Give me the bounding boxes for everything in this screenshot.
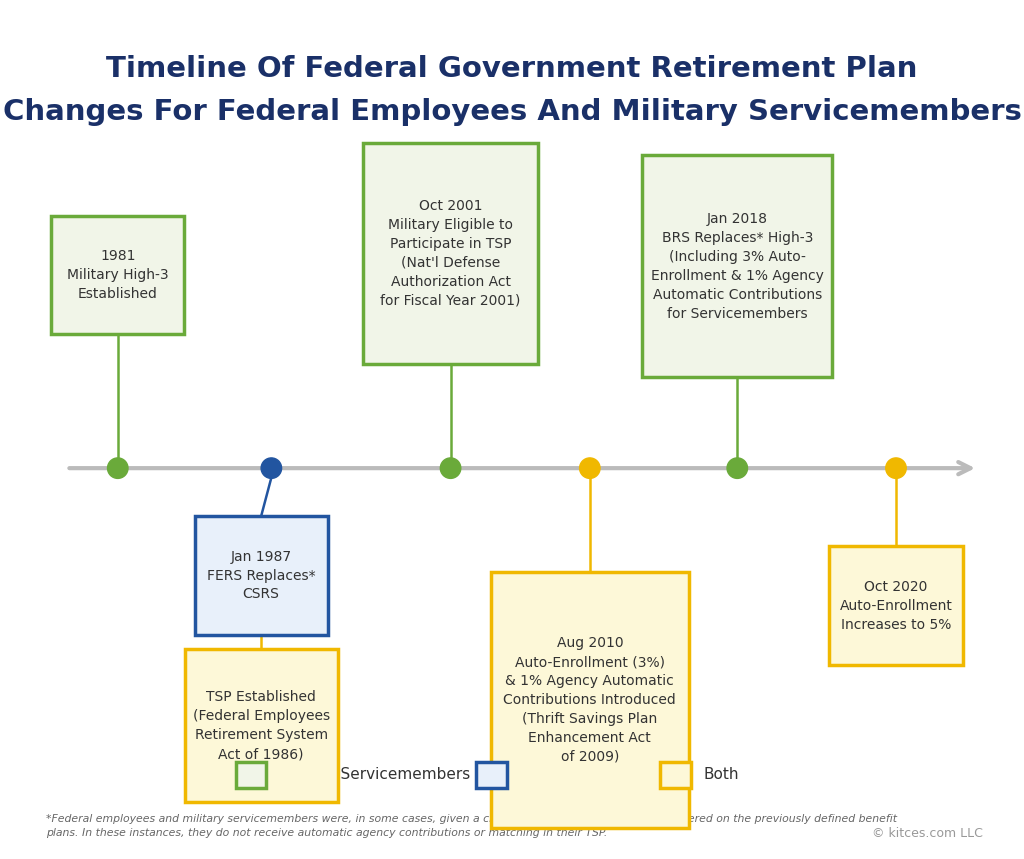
Text: Changes For Federal Employees And Military Servicemembers: Changes For Federal Employees And Milita…	[3, 98, 1021, 125]
FancyBboxPatch shape	[642, 155, 833, 377]
FancyBboxPatch shape	[476, 762, 507, 788]
FancyBboxPatch shape	[51, 216, 184, 334]
Text: Jan 2018
BRS Replaces* High-3
(Including 3% Auto-
Enrollment & 1% Agency
Automat: Jan 2018 BRS Replaces* High-3 (Including…	[651, 212, 823, 320]
FancyBboxPatch shape	[195, 516, 328, 635]
Ellipse shape	[261, 458, 282, 478]
Text: Military Servicemembers: Military Servicemembers	[279, 767, 470, 783]
FancyBboxPatch shape	[362, 143, 539, 364]
Text: Oct 2001
Military Eligible to
Participate in TSP
(Nat'l Defense
Authorization Ac: Oct 2001 Military Eligible to Participat…	[380, 199, 521, 308]
Text: Jan 1987
FERS Replaces*
CSRS: Jan 1987 FERS Replaces* CSRS	[207, 550, 315, 601]
Text: Aug 2010
Auto-Enrollment (3%)
& 1% Agency Automatic
Contributions Introduced
(Th: Aug 2010 Auto-Enrollment (3%) & 1% Agenc…	[504, 637, 676, 764]
Text: © kitces.com LLC: © kitces.com LLC	[872, 827, 983, 840]
Ellipse shape	[580, 458, 600, 478]
Ellipse shape	[886, 458, 906, 478]
Text: Oct 2020
Auto-Enrollment
Increases to 5%: Oct 2020 Auto-Enrollment Increases to 5%	[840, 580, 952, 631]
Text: TSP Established
(Federal Employees
Retirement System
Act of 1986): TSP Established (Federal Employees Retir…	[193, 691, 330, 761]
Text: 1981
Military High-3
Established: 1981 Military High-3 Established	[67, 249, 169, 301]
Ellipse shape	[440, 458, 461, 478]
FancyBboxPatch shape	[184, 649, 338, 802]
Text: Both: Both	[703, 767, 739, 783]
FancyBboxPatch shape	[660, 762, 691, 788]
Ellipse shape	[108, 458, 128, 478]
Text: *Federal employees and military servicemembers were, in some cases, given a choi: *Federal employees and military servicem…	[46, 814, 897, 838]
Text: Timeline Of Federal Government Retirement Plan: Timeline Of Federal Government Retiremen…	[106, 55, 918, 82]
FancyBboxPatch shape	[492, 572, 688, 828]
Ellipse shape	[727, 458, 748, 478]
FancyBboxPatch shape	[236, 762, 266, 788]
Text: Federal Employees: Federal Employees	[519, 767, 665, 783]
FancyBboxPatch shape	[829, 546, 963, 665]
